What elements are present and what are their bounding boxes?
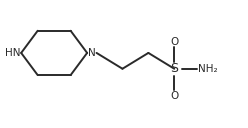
Text: HN: HN [4,48,20,58]
Text: N: N [88,48,96,58]
Text: O: O [170,91,178,101]
Text: O: O [170,37,178,47]
Text: S: S [170,62,178,75]
Text: NH₂: NH₂ [198,64,217,74]
